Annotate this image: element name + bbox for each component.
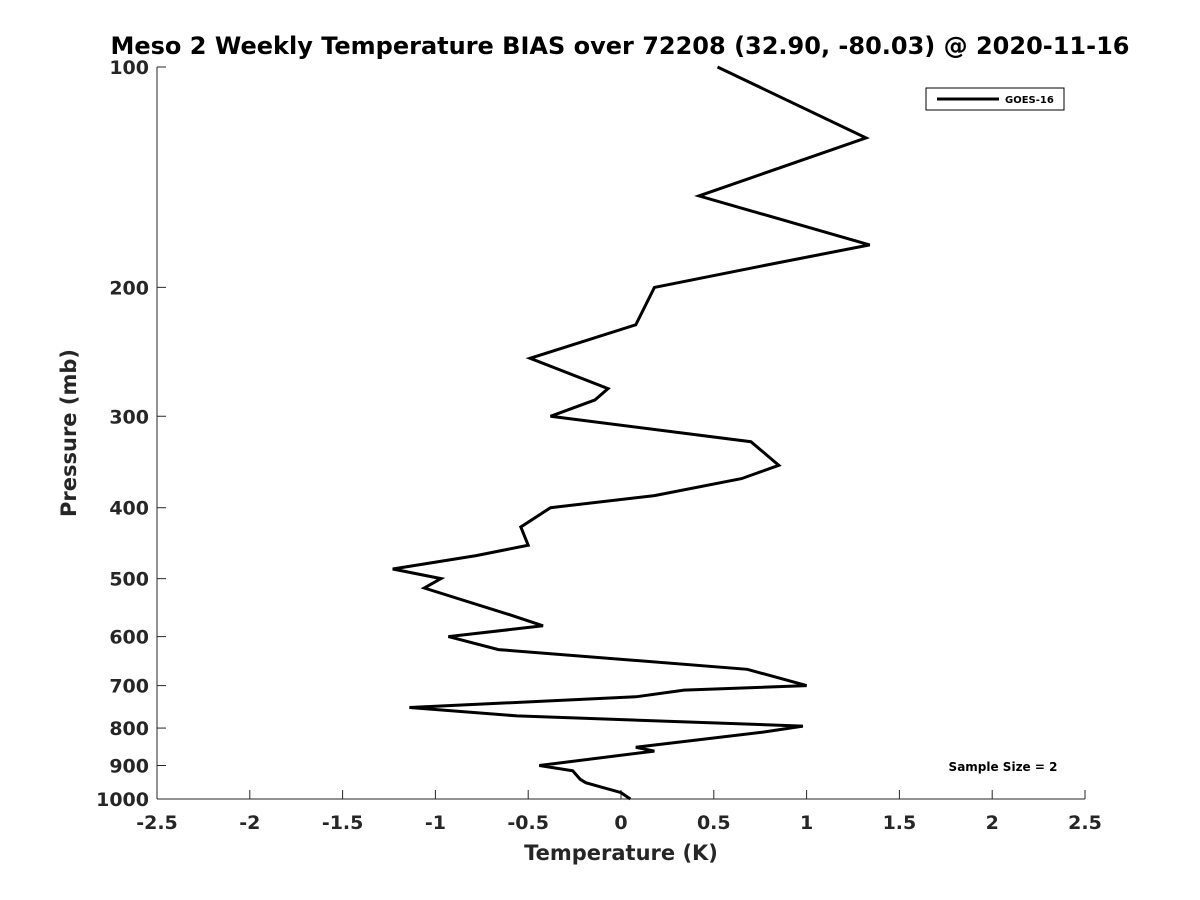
x-tick-label: 0 xyxy=(614,812,627,834)
x-tick-label: 2 xyxy=(986,812,999,834)
x-tick-label: -1 xyxy=(425,812,446,834)
sample-size-annotation: Sample Size = 2 xyxy=(949,760,1058,774)
legend-label: GOES-16 xyxy=(1005,95,1054,106)
y-tick-label: 500 xyxy=(109,569,149,591)
series-line-goes-16 xyxy=(392,65,871,801)
y-tick-label: 100 xyxy=(109,57,149,79)
x-tick-label: 0.5 xyxy=(697,812,731,834)
chart-title: Meso 2 Weekly Temperature BIAS over 7220… xyxy=(110,32,1129,60)
x-tick-label: -2.5 xyxy=(136,812,178,834)
series-layer xyxy=(392,65,871,801)
y-tick-label: 1000 xyxy=(96,789,149,811)
legend: GOES-16 xyxy=(925,87,1065,111)
y-tick-label: 800 xyxy=(109,718,149,740)
x-tick-label: 1 xyxy=(800,812,813,834)
x-tick-label: -0.5 xyxy=(507,812,549,834)
y-axis-label: Pressure (mb) xyxy=(57,349,81,517)
y-tick-label: 200 xyxy=(109,277,149,299)
y-tick-label: 600 xyxy=(109,627,149,649)
y-tick-label: 700 xyxy=(109,676,149,698)
y-tick-label: 900 xyxy=(109,756,149,778)
x-axis-label: Temperature (K) xyxy=(524,841,718,865)
axes: -2.5 -2 -1.5 -1 -0.5 0 0.5 1 1.5 2 2.5 100 200 300 400… xyxy=(96,57,1102,834)
x-tick-label: 1.5 xyxy=(883,812,917,834)
x-tick-label: 2.5 xyxy=(1068,812,1102,834)
y-tick-label: 300 xyxy=(109,406,149,428)
x-tick-label: -2 xyxy=(239,812,260,834)
y-tick-label: 400 xyxy=(109,498,149,520)
x-tick-label: -1.5 xyxy=(322,812,364,834)
